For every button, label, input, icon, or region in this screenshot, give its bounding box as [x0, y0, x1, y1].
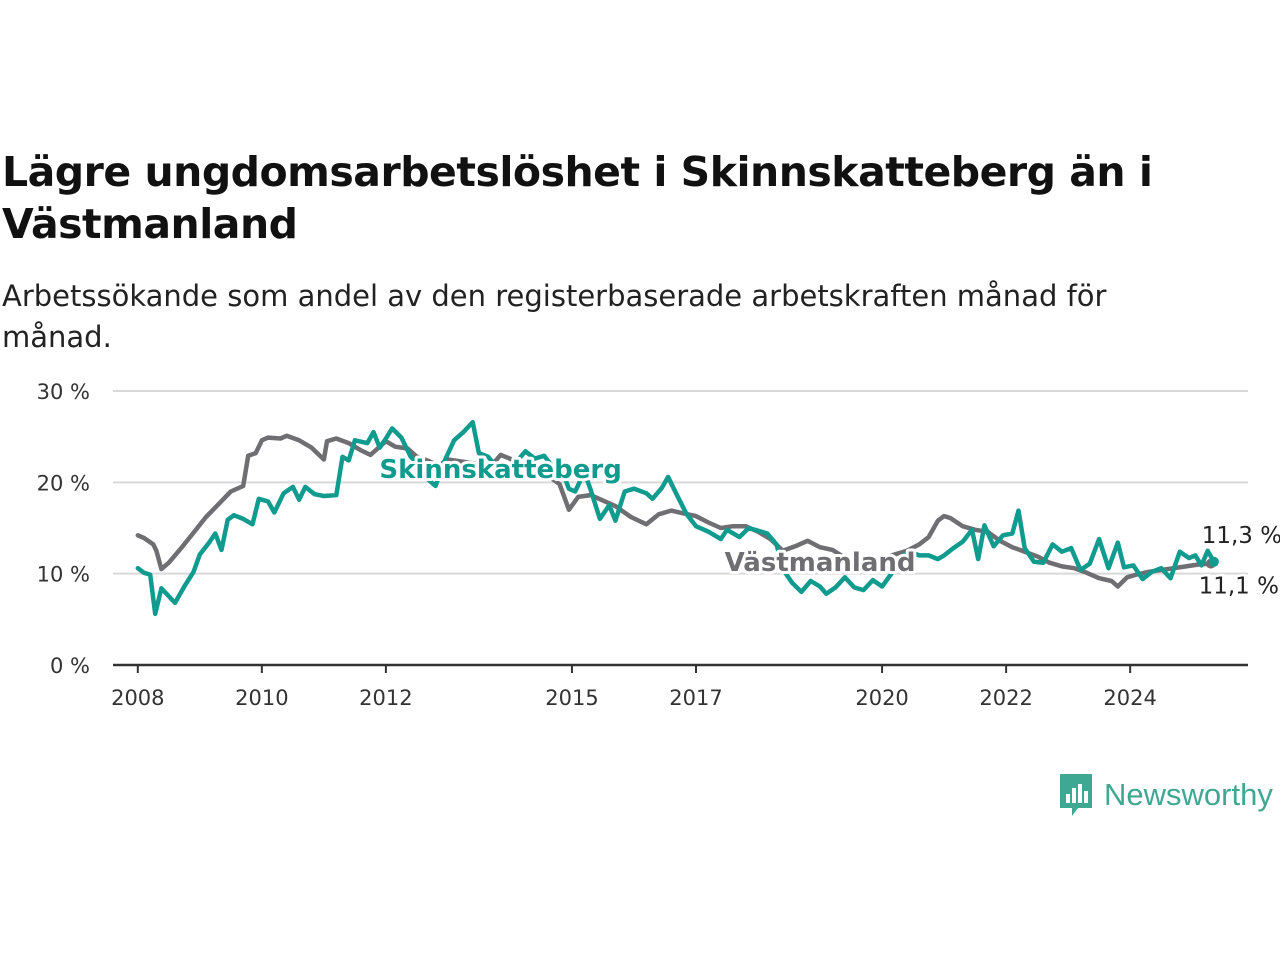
y-tick-label: 0 %	[50, 654, 90, 678]
chart-subtitle: Arbetssökande som andel av den registerb…	[2, 279, 1107, 354]
line-chart: 0 % 10 % 20 % 30 % 2008 2010 2012 2015 2017 2020…	[37, 380, 1280, 710]
series-line-skinnskatteberg	[135, 419, 1217, 617]
y-axis-labels: 0 % 10 % 20 % 30 %	[37, 380, 90, 678]
chart-title: Lägre ungdomsarbetslöshet i Skinnskatteb…	[2, 148, 1153, 248]
newsworthy-logo: Newsworthy	[1058, 772, 1273, 818]
y-tick-label: 20 %	[37, 471, 90, 495]
x-axis: 2008 2010 2012 2015 2017 2020 2022 2024	[111, 663, 1248, 710]
x-tick-label: 2010	[235, 686, 288, 710]
x-tick-label: 2024	[1103, 686, 1156, 710]
x-tick-label: 2017	[669, 686, 722, 710]
series-labels: Västmanland Skinnskatteberg 11,1 % 11,3 %	[376, 452, 1280, 602]
y-tick-label: 10 %	[37, 563, 90, 587]
x-tick-label: 2022	[979, 686, 1032, 710]
newsworthy-logo-icon	[1060, 774, 1092, 816]
x-tick-label: 2015	[545, 686, 598, 710]
x-tick-label: 2020	[855, 686, 908, 710]
end-value-label-skinnskatteberg: 11,3 %	[1202, 523, 1280, 549]
series-line-västmanland	[135, 433, 1214, 589]
series-label-skinnskatteberg: Skinnskatteberg	[379, 455, 621, 485]
series-lines	[135, 419, 1219, 617]
series-label-västmanland: Västmanland	[725, 548, 916, 578]
y-tick-label: 30 %	[37, 380, 90, 404]
series-end-point-skinnskatteberg	[1208, 556, 1219, 567]
end-value-label-västmanland: 11,1 %	[1199, 574, 1279, 600]
x-tick-label: 2008	[111, 686, 164, 710]
x-tick-label: 2012	[359, 686, 412, 710]
newsworthy-wordmark: Newsworthy	[1104, 777, 1273, 812]
grid-lines	[113, 390, 1248, 575]
